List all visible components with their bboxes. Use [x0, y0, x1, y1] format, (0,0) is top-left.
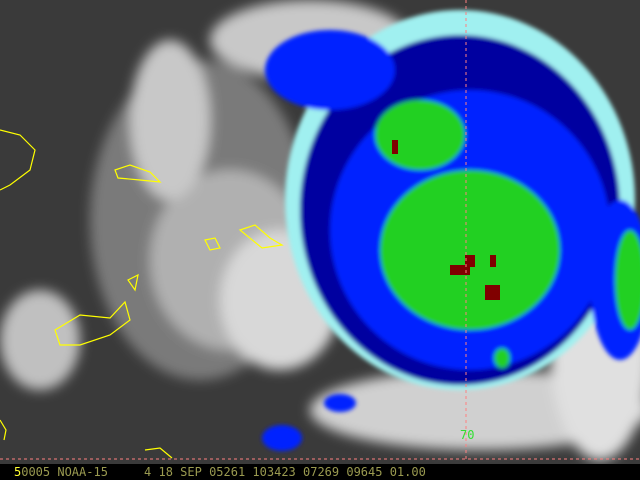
coastlines: [0, 129, 284, 459]
coldest-tops: [392, 140, 500, 300]
status-text: 0005 NOAA-15 4 18 SEP 05261 103423 07269…: [21, 465, 426, 479]
grid-label: 70: [460, 428, 475, 442]
lat-lon-grid: [0, 0, 640, 462]
channel-number: 5: [14, 465, 22, 479]
status-bar: 50005 NOAA-15 4 18 SEP 05261 103423 0726…: [0, 464, 640, 480]
